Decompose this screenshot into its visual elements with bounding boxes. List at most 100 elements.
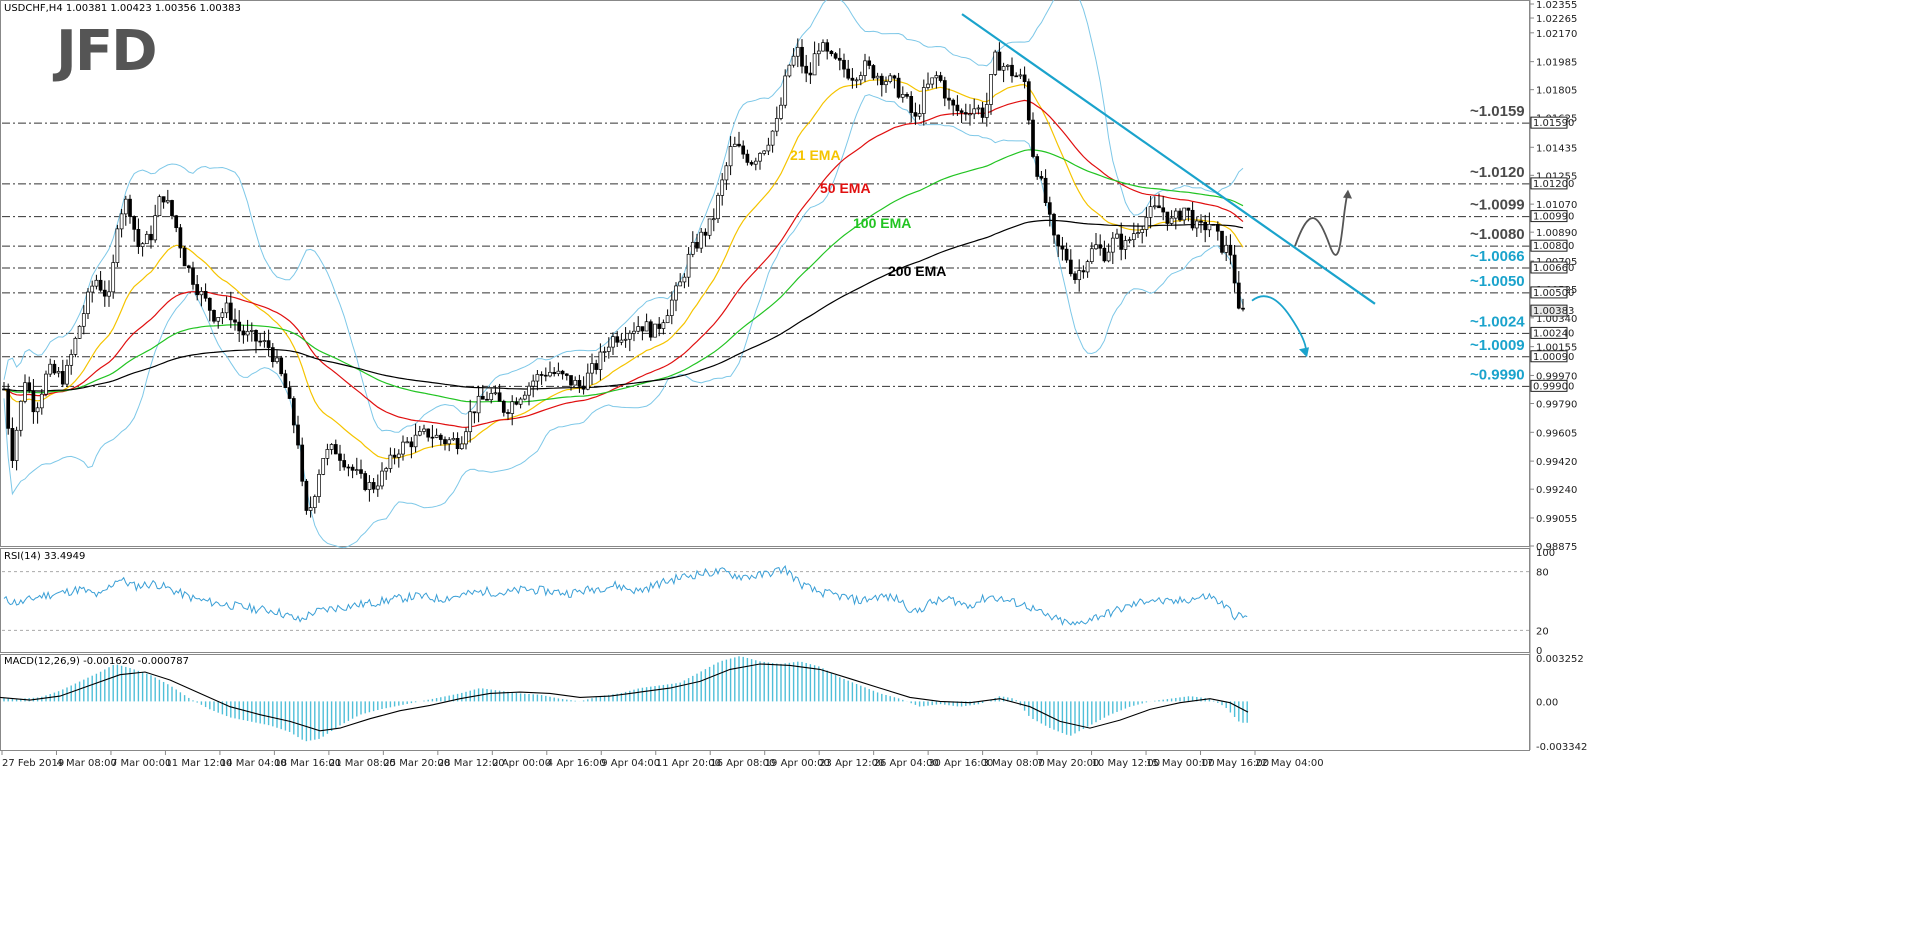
candle-body: [1173, 210, 1178, 219]
candle-body: [531, 380, 536, 387]
candle-body: [6, 388, 11, 429]
candle-body: [1085, 261, 1090, 273]
candle-body: [997, 51, 1002, 71]
candle-body: [934, 75, 939, 79]
candle-body: [489, 393, 494, 401]
time-tick-label: 15 May 00:00: [1146, 758, 1215, 769]
time-tick-label: 23 Apr 12:00: [819, 758, 884, 769]
candle-body: [56, 371, 61, 374]
candle-body: [1106, 251, 1111, 262]
candle-body: [1190, 209, 1195, 229]
candle-body: [354, 469, 359, 471]
candle-body: [615, 336, 620, 343]
candle-body: [737, 143, 741, 147]
level-tag: 1.00090: [1533, 352, 1574, 363]
level-tag-box: [1530, 239, 1568, 252]
candle-body: [921, 87, 926, 114]
candle-body: [283, 373, 288, 388]
candle-body: [1089, 248, 1094, 262]
level-label: ~1.0120: [1470, 164, 1525, 181]
candle-body: [1018, 74, 1023, 77]
candle-body: [573, 380, 578, 386]
candle-body: [1199, 220, 1203, 223]
candle-body: [627, 332, 632, 340]
candle-body: [1148, 206, 1153, 218]
candle-body: [892, 75, 897, 79]
ema-labels: 21 EMA 50 EMA 100 EMA 200 EMA: [790, 147, 946, 279]
candle-body: [459, 443, 464, 450]
candle-body: [136, 228, 141, 247]
time-tick-label: 9 Apr 04:00: [601, 758, 660, 769]
candle-body: [77, 325, 82, 339]
candle-body: [556, 370, 561, 375]
candle-body: [346, 466, 351, 469]
candle-body: [585, 372, 590, 390]
candle-body: [938, 75, 943, 81]
candle-body: [417, 431, 422, 436]
rsi-indicator: 100 80 20 0: [2, 548, 1555, 657]
candle-body: [527, 385, 531, 396]
candle-body: [993, 51, 998, 75]
candle-body: [468, 411, 473, 433]
candle-body: [795, 46, 800, 57]
price-tick-label: 1.01255: [1536, 171, 1577, 182]
candle-body: [1001, 66, 1006, 71]
candle-body: [153, 215, 158, 241]
candle-body: [984, 104, 989, 118]
candle-body: [1207, 223, 1212, 231]
candle-body: [1215, 224, 1220, 232]
candle-body: [808, 72, 813, 76]
candle-body: [144, 233, 149, 245]
ema-label: 50 EMA: [820, 180, 871, 196]
candle-body: [766, 144, 771, 152]
bearish-arrowhead: [1299, 347, 1309, 358]
current-price-tag: 1.00383: [1533, 306, 1574, 317]
candle-body: [711, 218, 716, 221]
candle-body: [640, 326, 645, 332]
candle-body: [396, 453, 401, 458]
candle-body: [594, 363, 599, 370]
candle-body: [270, 347, 275, 363]
candle-body: [863, 60, 867, 76]
price-tick-label: 1.00155: [1536, 343, 1577, 354]
candle-body: [409, 441, 414, 448]
candle-body: [325, 449, 330, 459]
candle-body: [2, 388, 6, 391]
price-tick-label: 0.99790: [1536, 399, 1577, 410]
candle-body: [1005, 64, 1010, 67]
rsi-label: RSI(14) 33.4949: [4, 551, 85, 562]
candle-body: [678, 281, 683, 287]
candle-body: [1010, 64, 1014, 77]
candle-body: [1022, 74, 1027, 83]
candle-body: [896, 77, 901, 98]
candle-body: [989, 74, 993, 105]
candle-body: [157, 196, 162, 217]
candle-body: [123, 198, 128, 215]
candle-body: [300, 444, 305, 482]
candle-body: [480, 395, 485, 400]
candle-body: [401, 441, 405, 455]
candle-body: [207, 297, 212, 311]
level-tag-box: [1530, 350, 1568, 363]
candle-body: [228, 302, 233, 321]
candle-body: [405, 441, 410, 444]
candle-body: [674, 285, 678, 301]
candle-body: [686, 253, 691, 278]
candle-body: [149, 233, 153, 241]
candle-body: [380, 470, 384, 487]
level-tag-box: [1530, 177, 1568, 190]
price-panel-frame: [0, 0, 1530, 547]
candle-body: [762, 150, 767, 154]
candle-body: [1068, 259, 1073, 275]
candle-body: [39, 393, 44, 409]
candle-body: [905, 94, 909, 97]
candle-body: [959, 110, 964, 113]
candle-body: [657, 323, 662, 329]
candle-body: [560, 370, 565, 375]
candle-body: [791, 55, 796, 66]
candle-body: [472, 411, 477, 414]
candle-body: [65, 364, 69, 385]
candle-body: [774, 118, 779, 132]
ema-21-line: [3, 79, 1244, 460]
candle-body: [262, 340, 267, 342]
